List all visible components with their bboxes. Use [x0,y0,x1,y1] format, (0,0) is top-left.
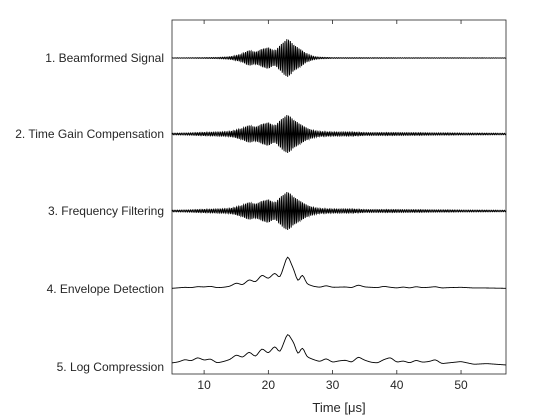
x-axis-label: Time [μs] [312,400,365,415]
x-axis-ticks: 10 20 30 40 50 [197,20,468,392]
x-tick-label: 20 [262,378,276,392]
stage-label-4: 4. Envelope Detection [47,282,164,296]
stage-label-1: 1. Beamformed Signal [45,51,164,65]
trace-3 [171,191,507,231]
trace-1 [171,39,507,77]
stage-label-5: 5. Log Compression [57,360,164,374]
stage-label-3: 3. Frequency Filtering [48,204,164,218]
trace-2 [171,114,507,154]
stage-labels: 1. Beamformed Signal 2. Time Gain Compens… [15,51,164,374]
trace-5 [171,334,507,366]
x-tick-label: 40 [390,378,404,392]
x-tick-label: 30 [326,378,340,392]
trace-group [171,39,507,366]
x-tick-label: 50 [454,378,468,392]
trace-4 [171,256,506,289]
stage-label-2: 2. Time Gain Compensation [15,127,164,141]
plot-area [171,19,507,375]
x-tick-label: 10 [197,378,211,392]
